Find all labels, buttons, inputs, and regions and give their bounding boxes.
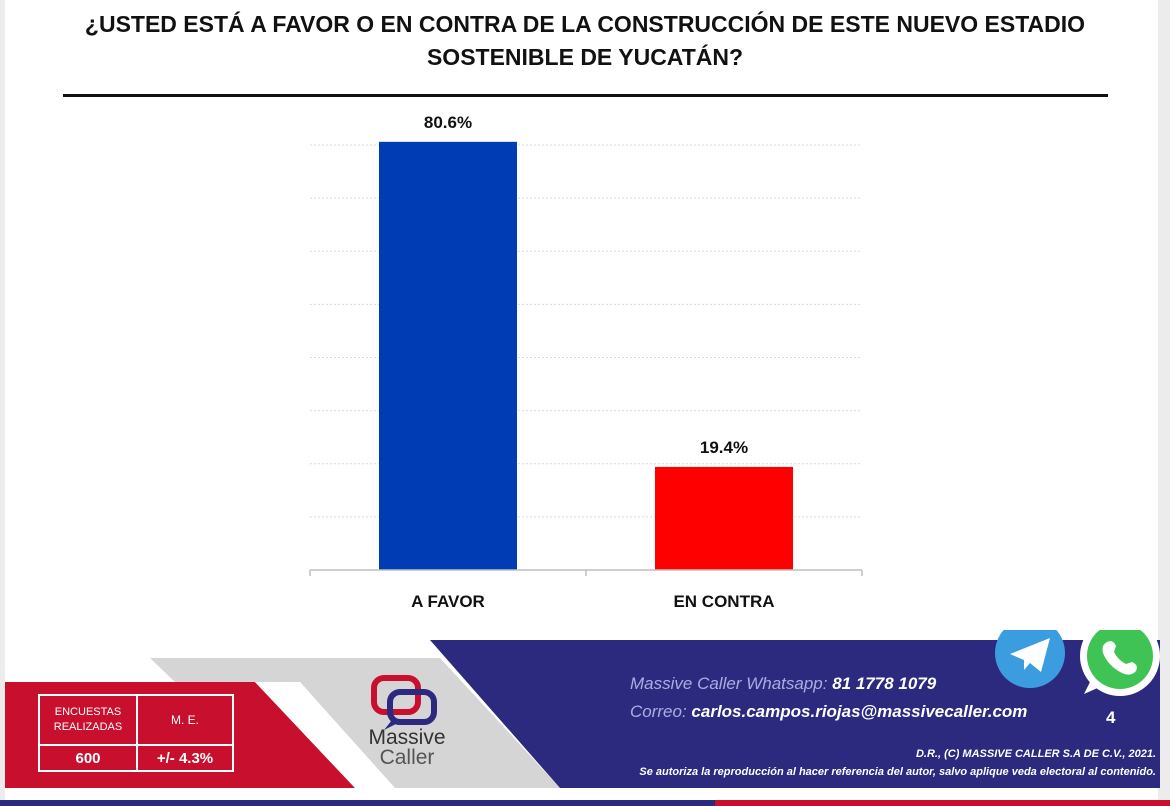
- surveys-label: ENCUESTAS REALIZADAS: [40, 696, 138, 746]
- category-label: EN CONTRA: [673, 592, 774, 611]
- whatsapp-contact: Massive Caller Whatsapp: 81 1778 1079: [630, 674, 936, 694]
- email-contact: Correo: carlos.campos.riojas@massivecall…: [630, 702, 1027, 722]
- data-label: 80.6%: [424, 113, 472, 132]
- margin-error-value: +/- 4.3%: [156, 749, 214, 767]
- email-label: Correo:: [630, 702, 687, 721]
- chart-axis: [309, 569, 863, 576]
- chart-bars: [379, 141, 793, 570]
- logo-wordmark: Massive Caller: [352, 726, 462, 769]
- bar-0: [379, 141, 517, 570]
- logo-line-1: Massive: [368, 726, 446, 749]
- bar-chart: 80.6% A FAVOR 19.4% EN CONTRA: [309, 113, 863, 611]
- margin-error-label: M. E.: [138, 696, 232, 746]
- whatsapp-label: Massive Caller Whatsapp:: [630, 674, 828, 693]
- slide-border-left: [0, 0, 5, 806]
- bar-1: [655, 466, 793, 570]
- data-label: 19.4%: [700, 438, 748, 457]
- bottom-bar-blue: [0, 800, 715, 806]
- massive-caller-logo: [371, 675, 437, 730]
- bottom-bar-red: [715, 800, 1170, 806]
- email-address[interactable]: carlos.campos.riojas@massivecaller.com: [691, 702, 1028, 721]
- chart-labels: 80.6% A FAVOR 19.4% EN CONTRA: [411, 113, 774, 611]
- footer-banner: [5, 630, 1160, 788]
- footer-white-wedge: [255, 682, 395, 788]
- footer-red-panel: [5, 682, 355, 788]
- legal-notice: Se autoriza la reproducción al hacer ref…: [639, 766, 1156, 778]
- telegram-icon: [995, 630, 1065, 688]
- title-rule: [63, 94, 1108, 97]
- surveys-value: 600: [40, 746, 138, 770]
- footer-blue-panel: [430, 640, 1160, 788]
- chart-title: ¿USTED ESTÁ A FAVOR O EN CONTRA DE LA CO…: [84, 11, 1086, 70]
- page-number: 4: [1106, 708, 1116, 727]
- logo-line-2: Caller: [379, 746, 435, 769]
- whatsapp-icon: [1080, 630, 1160, 696]
- slide-border-right: [1158, 0, 1170, 806]
- whatsapp-number[interactable]: 81 1778 1079: [832, 674, 937, 693]
- category-label: A FAVOR: [411, 592, 485, 611]
- legal-copyright: D.R., (C) MASSIVE CALLER S.A DE C.V., 20…: [915, 748, 1156, 760]
- survey-stats-table: ENCUESTAS REALIZADAS M. E. 600 +/- 4.3%: [38, 694, 234, 772]
